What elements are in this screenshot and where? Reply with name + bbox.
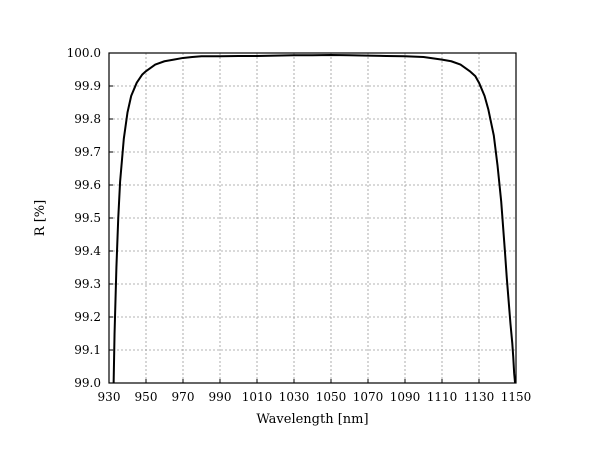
y-tick-label: 99.7: [74, 145, 101, 159]
x-tick-label: 1050: [316, 390, 347, 404]
x-tick-label: 950: [135, 390, 158, 404]
series-line-reflectance: [112, 53, 517, 384]
x-tick-label: 1090: [390, 390, 421, 404]
y-tick-label: 100.0: [67, 46, 101, 60]
y-tick-label: 99.9: [74, 79, 101, 93]
grid: [109, 53, 516, 383]
y-tick-label: 99.1: [74, 343, 101, 357]
x-tick-label: 970: [172, 390, 195, 404]
x-tick-label: 1110: [427, 390, 458, 404]
series-layer: [112, 53, 517, 384]
y-tick-label: 99.5: [74, 211, 101, 225]
tick-labels: 930 950 970 990 1010 1030 1050 1070 1090 1110 1130…: [67, 46, 532, 404]
x-tick-label: 990: [209, 390, 232, 404]
x-tick-label: 1130: [464, 390, 495, 404]
y-tick-label: 99.6: [74, 178, 101, 192]
y-tick-label: 99.8: [74, 112, 101, 126]
y-tick-label: 99.2: [74, 310, 101, 324]
x-tick-label: 1030: [279, 390, 310, 404]
y-axis-title: R [%]: [33, 200, 48, 236]
axis-ticks: [108, 52, 517, 384]
x-tick-label: 1010: [242, 390, 273, 404]
x-tick-label: 1070: [353, 390, 384, 404]
x-tick-label: 930: [98, 390, 121, 404]
x-axis-title: Wavelength [nm]: [256, 412, 368, 427]
y-tick-label: 99.3: [74, 277, 101, 291]
y-tick-label: 99.4: [74, 244, 101, 258]
y-tick-label: 99.0: [74, 376, 101, 390]
x-tick-label: 1150: [501, 390, 532, 404]
